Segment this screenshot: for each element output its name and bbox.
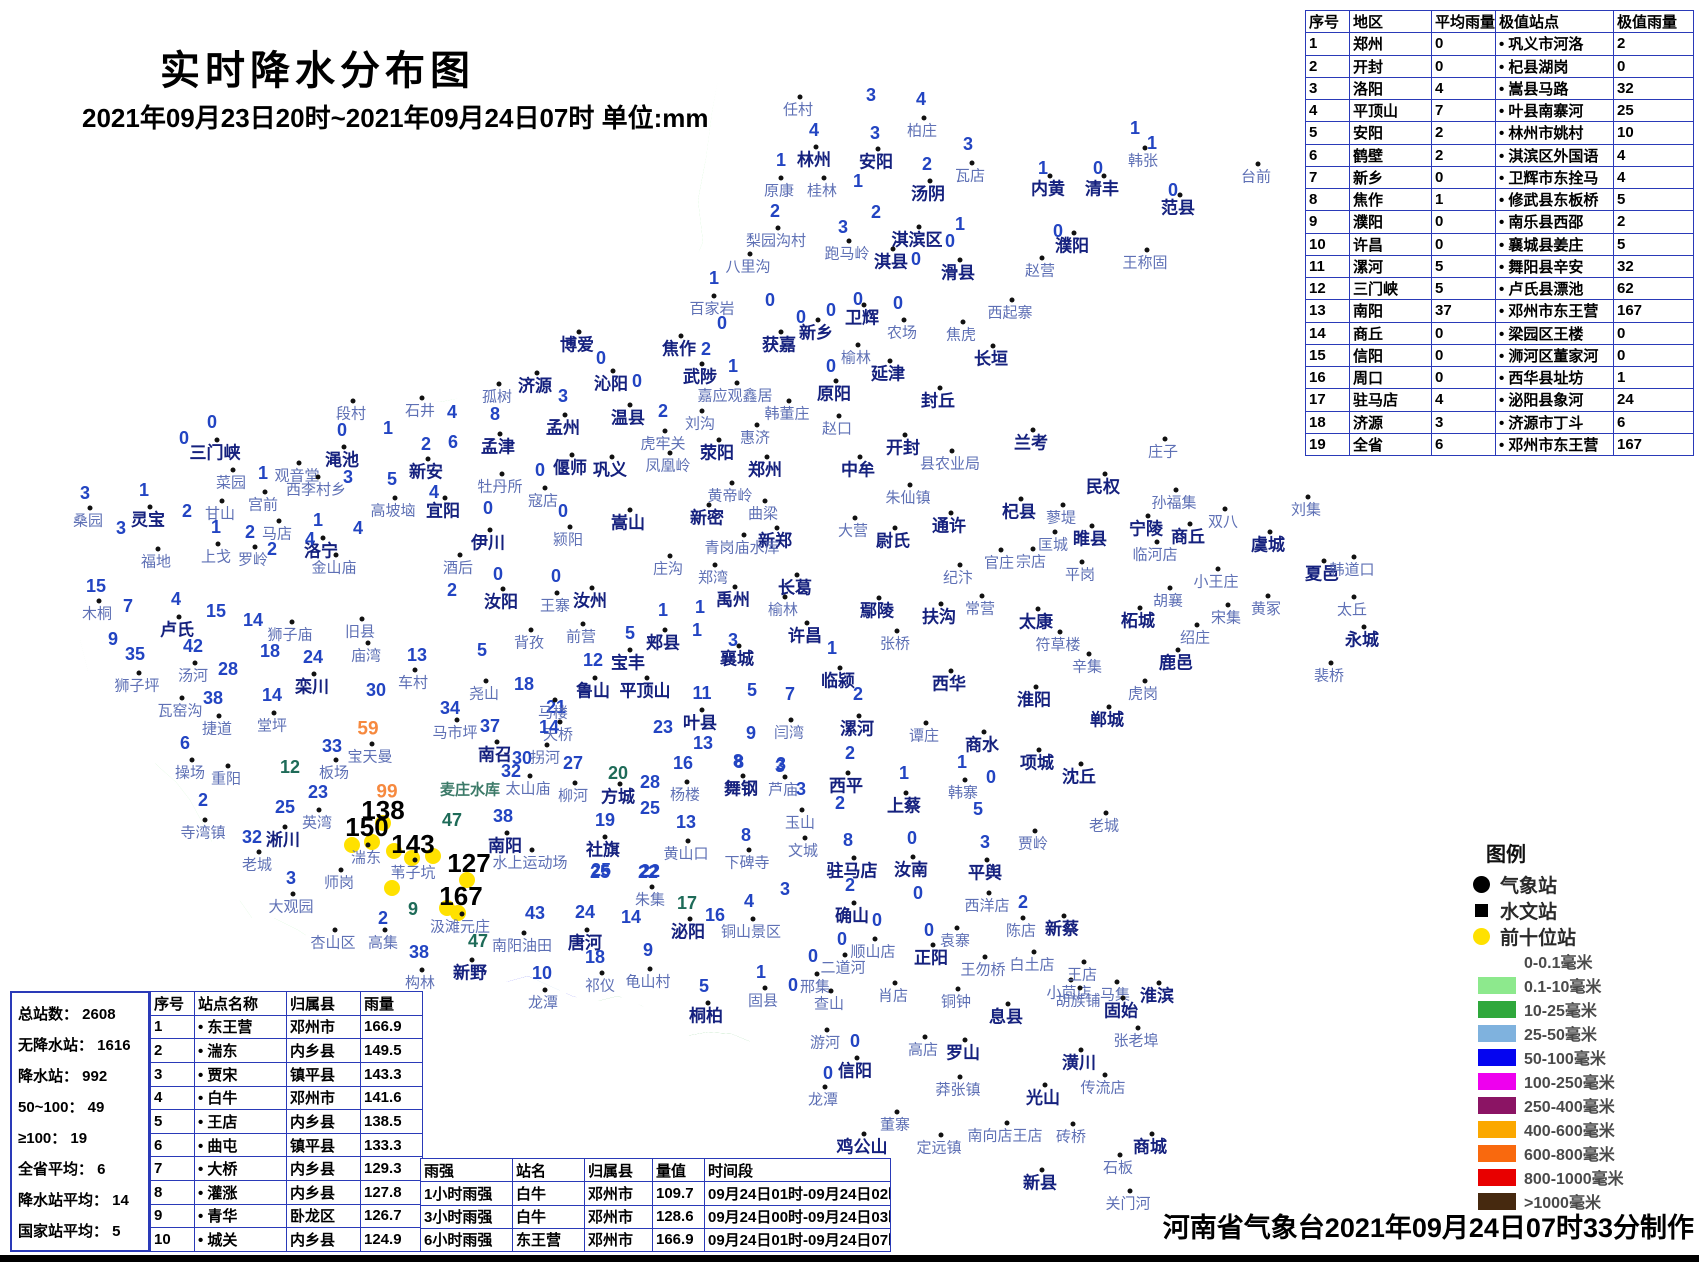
intensity-table-row: 6小时雨强 东王营 邓州市 166.9 09月24日01时-09月24日07时 bbox=[420, 1227, 891, 1253]
legend-scale-item: 800-1000毫米 bbox=[1462, 1165, 1694, 1189]
intensity-table-row: 1小时雨强 白牛 邓州市 109.7 09月24日01时-09月24日02时 bbox=[420, 1181, 891, 1206]
legend-station-item: 水文站 bbox=[1462, 897, 1694, 923]
legend-swatch bbox=[1478, 1024, 1516, 1042]
region-table-row: 16 周口 0 • 西华县址坊 1 bbox=[1305, 365, 1694, 390]
legend-scale-item: 0-0.1毫米 bbox=[1462, 949, 1694, 973]
stats-line: 50~100： 49 bbox=[18, 1099, 105, 1116]
legend-swatch bbox=[1478, 1096, 1516, 1114]
top10-table-row: 1 • 东王营 邓州市 166.9 bbox=[150, 1014, 423, 1040]
top10-table-row: 2 • 湍东 内乡县 149.5 bbox=[150, 1038, 423, 1063]
square-black-icon bbox=[1474, 903, 1488, 917]
region-table-row: 2 开封 0 • 杞县湖岗 0 bbox=[1305, 54, 1694, 78]
stats-line: 降水站平均： 14 bbox=[18, 1192, 129, 1209]
intensity-table-row: 3小时雨强 白牛 邓州市 128.6 09月24日00时-09月24日03时 bbox=[420, 1204, 891, 1229]
page-title: 实时降水分布图 bbox=[160, 48, 475, 93]
region-table-row: 19 全省 6 • 邓州市东王营 167 bbox=[1305, 432, 1694, 457]
top10-table-row: 5 • 王店 内乡县 138.5 bbox=[150, 1109, 423, 1134]
legend-title: 图例 bbox=[1486, 844, 1526, 866]
legend-scale-item: 10-25毫米 bbox=[1462, 997, 1694, 1021]
legend-swatch bbox=[1478, 1072, 1516, 1090]
top10-table-row: 3 • 贾宋 镇平县 143.3 bbox=[150, 1061, 423, 1087]
region-table-row: 6 鹤壁 2 • 淇滨区外国语 4 bbox=[1305, 143, 1694, 167]
legend-station-item: 前十位站 bbox=[1462, 923, 1694, 949]
top10-table-row: 6 • 曲屯 镇平县 133.3 bbox=[150, 1132, 423, 1158]
station-stats-panel: 总站数： 2608 无降水站： 1616 降水站： 992 50~100： 49 ≥10… bbox=[10, 991, 150, 1252]
legend-swatch bbox=[1478, 1048, 1516, 1066]
legend-swatch bbox=[1478, 952, 1516, 970]
region-table-row: 15 信阳 0 • 浉河区董家河 0 bbox=[1305, 343, 1694, 368]
region-table-row: 17 驻马店 4 • 泌阳县象河 24 bbox=[1305, 388, 1694, 412]
top10-table-header: 序号 站点名称 归属县 雨量 bbox=[150, 991, 423, 1016]
top10-table-row: 10 • 城关 内乡县 124.9 bbox=[150, 1227, 423, 1252]
legend-scale-item: 100-250毫米 bbox=[1462, 1069, 1694, 1093]
legend-swatch bbox=[1478, 976, 1516, 994]
top10-table-row: 4 • 白牛 邓州市 141.6 bbox=[150, 1085, 423, 1111]
intensity-table-header: 雨强 站名 归属县 量值 时间段 bbox=[420, 1157, 891, 1183]
stats-line: 总站数： 2608 bbox=[18, 1006, 116, 1023]
legend-scale-item: 0.1-10毫米 bbox=[1462, 973, 1694, 997]
region-table-row: 5 安阳 2 • 林州市姚村 10 bbox=[1305, 121, 1694, 145]
stats-line: ≥100： 19 bbox=[18, 1130, 88, 1147]
bottom-bar bbox=[0, 1255, 1699, 1262]
stats-line: 降水站： 992 bbox=[18, 1068, 108, 1085]
top10-table-row: 8 • 灌涨 内乡县 127.8 bbox=[150, 1180, 423, 1205]
region-table-row: 3 洛阳 4 • 嵩县马路 32 bbox=[1305, 76, 1694, 101]
stats-line: 无降水站： 1616 bbox=[18, 1037, 131, 1054]
region-table-row: 1 郑州 0 • 巩义市河洛 2 bbox=[1305, 32, 1694, 56]
legend-swatch bbox=[1478, 1168, 1516, 1186]
region-table-row: 12 三门峡 5 • 卢氏县漂池 62 bbox=[1305, 276, 1694, 301]
legend-scale-item: 600-800毫米 bbox=[1462, 1141, 1694, 1165]
region-table-row: 8 焦作 1 • 修武县东板桥 5 bbox=[1305, 187, 1694, 212]
legend-scale-item: >1000毫米 bbox=[1462, 1189, 1694, 1213]
top10-table-row: 7 • 大桥 内乡县 129.3 bbox=[150, 1156, 423, 1181]
legend-swatch bbox=[1478, 1192, 1516, 1210]
circle-yellow-icon bbox=[1472, 927, 1490, 945]
region-table-row: 4 平顶山 7 • 叶县南寨河 25 bbox=[1305, 98, 1694, 123]
stats-line: 国家站平均： 5 bbox=[18, 1223, 121, 1240]
legend-scale-item: 400-600毫米 bbox=[1462, 1117, 1694, 1141]
region-table-row: 18 济源 3 • 济源市丁斗 6 bbox=[1305, 410, 1694, 434]
region-table-row: 11 漯河 5 • 舞阳县辛安 32 bbox=[1305, 254, 1694, 279]
legend-swatch bbox=[1478, 1000, 1516, 1018]
region-table-row: 10 许昌 0 • 襄城县姜庄 5 bbox=[1305, 232, 1694, 256]
legend-swatch bbox=[1478, 1144, 1516, 1162]
legend-scale-item: 250-400毫米 bbox=[1462, 1093, 1694, 1117]
region-summary-table: 序号 地区 平均雨量 极值站点 极值雨量 1 郑州 0 • 巩义市河洛 2 2 开封 0 • 杞县湖岗 0 3… bbox=[1305, 9, 1694, 457]
region-table-row: 9 濮阳 0 • 南乐县西邵 2 bbox=[1305, 210, 1694, 234]
rain-intensity-table: 雨强 站名 归属县 量值 时间段 1小时雨强 白牛 邓州市 109.7 09月24日01时-09月… bbox=[420, 1157, 891, 1253]
top10-stations-table: 序号 站点名称 归属县 雨量 1 • 东王营 邓州市 166.9 2 • 湍东 内乡县 149.5 3 •… bbox=[150, 991, 423, 1252]
legend-station-item: 气象站 bbox=[1462, 871, 1694, 897]
region-table-row: 13 南阳 37 • 邓州市东王营 167 bbox=[1305, 299, 1694, 323]
top10-table-row: 9 • 青华 卧龙区 126.7 bbox=[150, 1203, 423, 1229]
legend-swatch bbox=[1478, 1120, 1516, 1138]
legend: 图例 气象站 水文站 前十位站 0-0.1毫米 0.1-10毫米 10-25毫米 25-5… bbox=[1462, 838, 1694, 1213]
stats-line: 全省平均： 6 bbox=[18, 1161, 106, 1178]
credit-text: 河南省气象台2021年09月24日07时33分制作 bbox=[1162, 1213, 1694, 1243]
region-table-row: 14 商丘 0 • 梁园区王楼 0 bbox=[1305, 321, 1694, 345]
region-table-row: 7 新乡 0 • 卫辉市东拴马 4 bbox=[1305, 165, 1694, 190]
region-table-header: 序号 地区 平均雨量 极值站点 极值雨量 bbox=[1305, 9, 1694, 34]
circle-black-icon bbox=[1472, 875, 1490, 893]
legend-scale-item: 50-100毫米 bbox=[1462, 1045, 1694, 1069]
time-range-subtitle: 2021年09月23日20时~2021年09月24日07时 单位:mm bbox=[82, 103, 709, 133]
legend-scale-item: 25-50毫米 bbox=[1462, 1021, 1694, 1045]
